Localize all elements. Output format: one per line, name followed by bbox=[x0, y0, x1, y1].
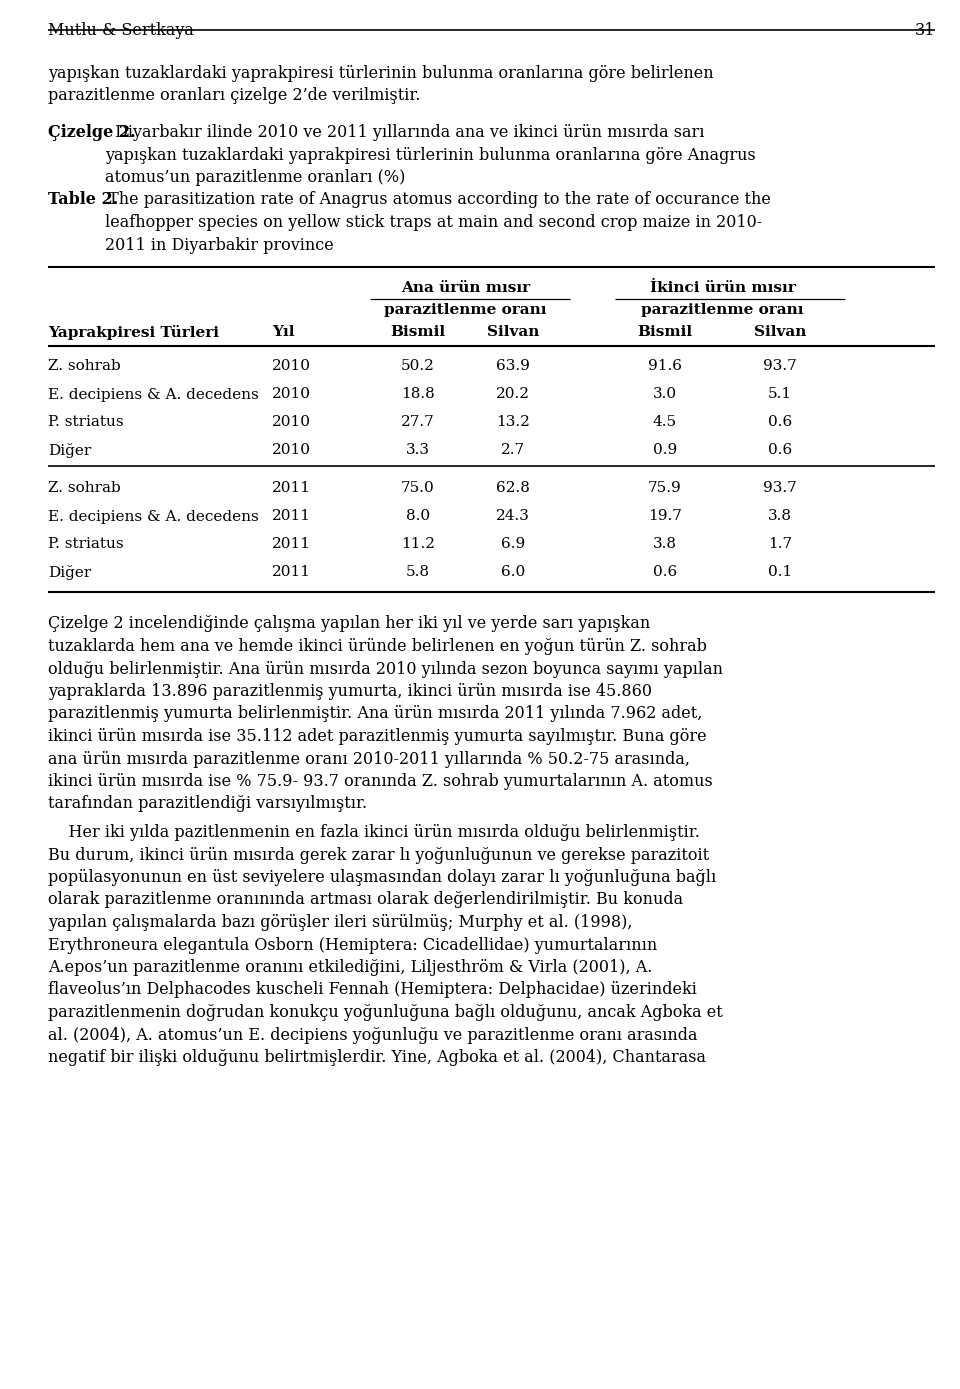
Text: Silvan: Silvan bbox=[754, 325, 806, 339]
Text: 6.0: 6.0 bbox=[501, 565, 525, 579]
Text: al. (2004), A. atomus’un E. decipiens yoğunluğu ve parazitlenme oranı arasında: al. (2004), A. atomus’un E. decipiens yo… bbox=[48, 1026, 698, 1043]
Text: Bismil: Bismil bbox=[391, 325, 445, 339]
Text: Yaprakpiresi Türleri: Yaprakpiresi Türleri bbox=[48, 325, 219, 340]
Text: Diyarbakır ilinde 2010 ve 2011 yıllarında ana ve ikinci ürün mısırda sarı: Diyarbakır ilinde 2010 ve 2011 yıllarınd… bbox=[110, 124, 705, 142]
Text: 2010: 2010 bbox=[272, 415, 311, 429]
Text: 2011: 2011 bbox=[272, 510, 311, 524]
Text: 2011 in Diyarbakir province: 2011 in Diyarbakir province bbox=[105, 236, 334, 254]
Text: 13.2: 13.2 bbox=[496, 415, 530, 429]
Text: 5.8: 5.8 bbox=[406, 565, 430, 579]
Text: 93.7: 93.7 bbox=[763, 360, 797, 374]
Text: parazitlenme oranı: parazitlenme oranı bbox=[641, 303, 804, 317]
Text: Çizelge 2 incelendiğinde çalışma yapılan her iki yıl ve yerde sarı yapışkan: Çizelge 2 incelendiğinde çalışma yapılan… bbox=[48, 615, 650, 632]
Text: 2.7: 2.7 bbox=[501, 443, 525, 457]
Text: 19.7: 19.7 bbox=[648, 510, 682, 524]
Text: tuzaklarda hem ana ve hemde ikinci üründe belirlenen en yoğun türün Z. sohrab: tuzaklarda hem ana ve hemde ikinci üründ… bbox=[48, 638, 707, 656]
Text: 3.0: 3.0 bbox=[653, 388, 677, 401]
Text: 2010: 2010 bbox=[272, 443, 311, 457]
Text: 8.0: 8.0 bbox=[406, 510, 430, 524]
Text: Erythroneura elegantula Osborn (Hemiptera: Cicadellidae) yumurtalarının: Erythroneura elegantula Osborn (Hemipter… bbox=[48, 936, 658, 953]
Text: Silvan: Silvan bbox=[487, 325, 540, 339]
Text: 4.5: 4.5 bbox=[653, 415, 677, 429]
Text: 91.6: 91.6 bbox=[648, 360, 682, 374]
Text: Bismil: Bismil bbox=[637, 325, 692, 339]
Text: A.epos’un parazitlenme oranını etkilediğini, Liljesthröm & Virla (2001), A.: A.epos’un parazitlenme oranını etkilediğ… bbox=[48, 958, 653, 976]
Text: 62.8: 62.8 bbox=[496, 482, 530, 496]
Text: 2011: 2011 bbox=[272, 538, 311, 551]
Text: 2011: 2011 bbox=[272, 565, 311, 579]
Text: 3.8: 3.8 bbox=[768, 510, 792, 524]
Text: Diğer: Diğer bbox=[48, 443, 91, 458]
Text: 3.8: 3.8 bbox=[653, 538, 677, 551]
Text: E. decipiens & A. decedens: E. decipiens & A. decedens bbox=[48, 388, 259, 401]
Text: Table 2.: Table 2. bbox=[48, 192, 118, 208]
Text: Çizelge 2.: Çizelge 2. bbox=[48, 124, 135, 142]
Text: P. striatus: P. striatus bbox=[48, 415, 124, 429]
Text: Yıl: Yıl bbox=[272, 325, 295, 339]
Text: 75.9: 75.9 bbox=[648, 482, 682, 496]
Text: 5.1: 5.1 bbox=[768, 388, 792, 401]
Text: yapışkan tuzaklardaki yaprakpiresi türlerinin bulunma oranlarına göre Anagrus: yapışkan tuzaklardaki yaprakpiresi türle… bbox=[105, 146, 756, 164]
Text: 0.6: 0.6 bbox=[653, 565, 677, 579]
Text: 24.3: 24.3 bbox=[496, 510, 530, 524]
Text: 31: 31 bbox=[915, 22, 935, 39]
Text: tarafından parazitlendiği varsıyılmıştır.: tarafından parazitlendiği varsıyılmıştır… bbox=[48, 796, 367, 813]
Text: Bu durum, ikinci ürün mısırda gerek zarar lı yoğunluğunun ve gerekse parazitoit: Bu durum, ikinci ürün mısırda gerek zara… bbox=[48, 846, 709, 864]
Text: Mutlu & Sertkaya: Mutlu & Sertkaya bbox=[48, 22, 194, 39]
Text: Z. sohrab: Z. sohrab bbox=[48, 360, 121, 374]
Text: 63.9: 63.9 bbox=[496, 360, 530, 374]
Text: parazitlenmenin doğrudan konukçu yoğunluğuna bağlı olduğunu, ancak Agboka et: parazitlenmenin doğrudan konukçu yoğunlu… bbox=[48, 1004, 723, 1021]
Text: 27.7: 27.7 bbox=[401, 415, 435, 429]
Text: 2011: 2011 bbox=[272, 482, 311, 496]
Text: The parasitization rate of Anagrus atomus according to the rate of occurance the: The parasitization rate of Anagrus atomu… bbox=[103, 192, 771, 208]
Text: 50.2: 50.2 bbox=[401, 360, 435, 374]
Text: 0.6: 0.6 bbox=[768, 415, 792, 429]
Text: 20.2: 20.2 bbox=[496, 388, 530, 401]
Text: E. decipiens & A. decedens: E. decipiens & A. decedens bbox=[48, 510, 259, 524]
Text: ana ürün mısırda parazitlenme oranı 2010-2011 yıllarında % 50.2-75 arasında,: ana ürün mısırda parazitlenme oranı 2010… bbox=[48, 750, 690, 768]
Text: ikinci ürün mısırda ise 35.112 adet parazitlenmiş yumurta sayılmıştır. Buna göre: ikinci ürün mısırda ise 35.112 adet para… bbox=[48, 728, 707, 745]
Text: 93.7: 93.7 bbox=[763, 482, 797, 496]
Text: 2010: 2010 bbox=[272, 360, 311, 374]
Text: olduğu belirlenmiştir. Ana ürün mısırda 2010 yılında sezon boyunca sayımı yapıla: olduğu belirlenmiştir. Ana ürün mısırda … bbox=[48, 661, 723, 678]
Text: 18.8: 18.8 bbox=[401, 388, 435, 401]
Text: 0.6: 0.6 bbox=[768, 443, 792, 457]
Text: ikinci ürün mısırda ise % 75.9- 93.7 oranında Z. sohrab yumurtalarının A. atomus: ikinci ürün mısırda ise % 75.9- 93.7 ora… bbox=[48, 774, 712, 790]
Text: leafhopper species on yellow stick traps at main and second crop maize in 2010-: leafhopper species on yellow stick traps… bbox=[105, 214, 762, 231]
Text: 3.3: 3.3 bbox=[406, 443, 430, 457]
Text: parazitlenme oranı: parazitlenme oranı bbox=[384, 303, 547, 317]
Text: Z. sohrab: Z. sohrab bbox=[48, 482, 121, 496]
Text: 1.7: 1.7 bbox=[768, 538, 792, 551]
Text: yapraklarda 13.896 parazitlenmiş yumurta, ikinci ürün mısırda ise 45.860: yapraklarda 13.896 parazitlenmiş yumurta… bbox=[48, 683, 652, 700]
Text: 2010: 2010 bbox=[272, 388, 311, 401]
Text: P. striatus: P. striatus bbox=[48, 538, 124, 551]
Text: Diğer: Diğer bbox=[48, 565, 91, 581]
Text: popülasyonunun en üst seviyelere ulaşmasından dolayı zarar lı yoğunluğuna bağlı: popülasyonunun en üst seviyelere ulaşmas… bbox=[48, 870, 716, 886]
Text: 0.9: 0.9 bbox=[653, 443, 677, 457]
Text: 6.9: 6.9 bbox=[501, 538, 525, 551]
Text: Her iki yılda pazitlenmenin en fazla ikinci ürün mısırda olduğu belirlenmiştir.: Her iki yılda pazitlenmenin en fazla iki… bbox=[48, 824, 700, 840]
Text: 11.2: 11.2 bbox=[401, 538, 435, 551]
Text: flaveolus’ın Delphacodes kuscheli Fennah (Hemiptera: Delphacidae) üzerindeki: flaveolus’ın Delphacodes kuscheli Fennah… bbox=[48, 982, 697, 999]
Text: İkinci ürün mısır: İkinci ürün mısır bbox=[650, 281, 796, 294]
Text: yapılan çalışmalarda bazı görüşler ileri sürülmüş; Murphy et al. (1998),: yapılan çalışmalarda bazı görüşler ileri… bbox=[48, 914, 633, 931]
Text: parazitlenmiş yumurta belirlenmiştir. Ana ürün mısırda 2011 yılında 7.962 adet,: parazitlenmiş yumurta belirlenmiştir. An… bbox=[48, 706, 703, 722]
Text: yapışkan tuzaklardaki yaprakpiresi türlerinin bulunma oranlarına göre belirlenen: yapışkan tuzaklardaki yaprakpiresi türle… bbox=[48, 65, 713, 82]
Text: 75.0: 75.0 bbox=[401, 482, 435, 496]
Text: parazitlenme oranları çizelge 2’de verilmiştir.: parazitlenme oranları çizelge 2’de veril… bbox=[48, 88, 420, 104]
Text: 0.1: 0.1 bbox=[768, 565, 792, 579]
Text: negatif bir ilişki olduğunu belirtmişlerdir. Yine, Agboka et al. (2004), Chantar: negatif bir ilişki olduğunu belirtmişler… bbox=[48, 1049, 706, 1065]
Text: Ana ürün mısır: Ana ürün mısır bbox=[401, 281, 530, 294]
Text: atomus’un parazitlenme oranları (%): atomus’un parazitlenme oranları (%) bbox=[105, 169, 405, 186]
Text: olarak parazitlenme oranınında artması olarak değerlendirilmiştir. Bu konuda: olarak parazitlenme oranınında artması o… bbox=[48, 892, 684, 908]
